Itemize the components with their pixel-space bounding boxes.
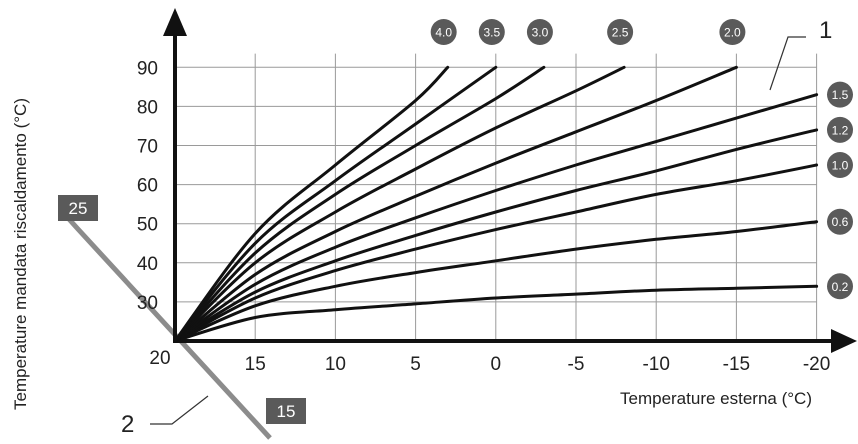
curve-badge-3.5: 3.5 [478,19,505,45]
curve-badge-label: 4.0 [435,26,452,40]
y-axis-arrow [163,8,187,36]
curve-1.2 [173,128,819,343]
curve-badge-3.0: 3.0 [526,19,553,45]
callout-1-label: 1 [819,17,832,44]
curve-badges: 0.2 0.6 1.0 1.2 1.5 2.0 2.5 3.0 3.5 4.0 [430,19,853,300]
x-axis-arrow [831,329,857,353]
y-tick-label: 30 [137,293,158,314]
x-tick-label: -15 [723,354,750,375]
y-tick-label: 70 [137,137,158,158]
callout-1: 1 [769,17,832,91]
callout-2-label: 2 [121,411,134,438]
room-temp-box-top [58,195,98,221]
origin-label: 20 [149,348,170,369]
room-temp-label-top: 25 [69,199,88,218]
curve-0.6 [173,220,819,343]
curve-badge-2.0: 2.0 [719,19,746,45]
curve-0.2 [173,284,819,343]
axes [163,8,857,353]
curve-badge-2.5: 2.5 [607,19,634,45]
curve-badge-1.5: 1.5 [827,81,853,108]
callout-2: 2 [121,395,209,438]
curve-badge-label: 1.5 [832,88,849,102]
curve-badge-label: 1.0 [832,159,849,173]
curve-badge-1.0: 1.0 [827,152,853,179]
curve-badge-0.6: 0.6 [827,208,853,235]
curve-badge-label: 3.0 [532,26,549,40]
room-temperature-offset-axis: 25 15 [58,195,306,440]
x-tick-label: -5 [568,354,585,375]
curve-badge-1.2: 1.2 [827,116,853,143]
curve-3.0 [173,65,546,343]
curve-badge-label: 0.6 [832,215,849,229]
curve-1.5 [173,93,819,343]
room-temp-label-bottom: 15 [277,402,296,421]
y-tick-label: 50 [137,215,158,236]
curve-badge-label: 2.0 [724,26,741,40]
curve-badge-4.0: 4.0 [430,19,457,45]
x-axis-title: Temperature esterna (°C) [620,389,812,408]
curve-badge-label: 3.5 [483,26,500,40]
y-tick-label: 90 [137,58,158,79]
y-axis-title: Temperature mandata riscaldamento (°C) [11,98,30,410]
curve-badge-label: 0.2 [832,280,849,294]
curve-badge-label: 2.5 [612,26,629,40]
curve-badge-0.2: 0.2 [827,273,853,300]
x-tick-label: -20 [803,354,830,375]
curve-4.0 [173,65,450,343]
curves [173,65,819,343]
x-tick-label: 0 [491,354,502,375]
y-tick-label: 80 [137,97,158,118]
curve-2.5 [173,65,626,343]
curve-3.5 [173,65,498,343]
curve-2.0 [173,65,738,343]
curve-1.0 [173,163,819,343]
curve-badge-label: 1.2 [832,123,849,137]
y-tick-label: 60 [137,176,158,197]
x-tick-label: 10 [325,354,346,375]
x-tick-label: 15 [245,354,266,375]
x-tick-label: -10 [642,354,669,375]
y-tick-label: 40 [137,254,158,275]
x-tick-label: 5 [410,354,421,375]
room-temp-box-bottom [266,398,306,424]
